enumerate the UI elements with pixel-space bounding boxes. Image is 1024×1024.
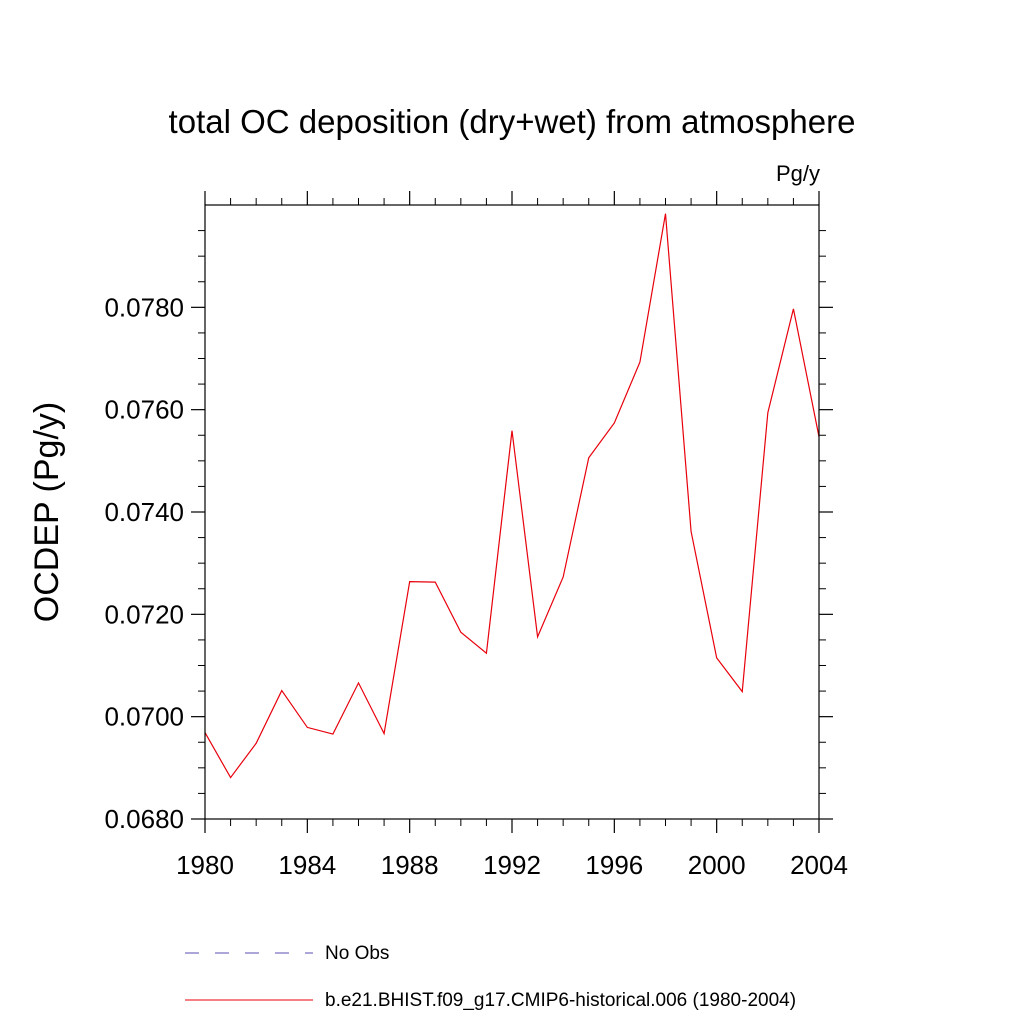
plot-frame bbox=[204, 204, 820, 820]
series-group bbox=[204, 213, 820, 779]
series-line-historical-006 bbox=[204, 213, 820, 779]
x-tick-label: 1988 bbox=[381, 850, 439, 880]
x-tick-label: 1992 bbox=[483, 850, 541, 880]
y-tick-label: 0.0700 bbox=[104, 702, 184, 732]
legend-label-no-obs: No Obs bbox=[325, 943, 389, 964]
axis-ticks bbox=[191, 191, 833, 833]
x-tick-label: 1996 bbox=[585, 850, 643, 880]
legend-label-historical-006: b.e21.BHIST.f09_g17.CMIP6-historical.006… bbox=[325, 990, 796, 1011]
y-tick-label: 0.0740 bbox=[104, 497, 184, 527]
y-axis-label: OCDEP (Pg/y) bbox=[28, 402, 66, 622]
x-tick-label: 1984 bbox=[278, 850, 336, 880]
y-tick-label: 0.0720 bbox=[104, 599, 184, 629]
y-tick-label: 0.0680 bbox=[104, 804, 184, 834]
x-tick-label: 1980 bbox=[176, 850, 234, 880]
units-label: Pg/y bbox=[776, 161, 820, 186]
y-tick-label: 0.0780 bbox=[104, 292, 184, 322]
x-tick-label: 2000 bbox=[688, 850, 746, 880]
chart-title: total OC deposition (dry+wet) from atmos… bbox=[169, 103, 856, 140]
axis-tick-labels: 1980 1984 1988 1992 1996 2000 2004 0.0680 0.0700… bbox=[104, 292, 847, 880]
legend: No Obs b.e21.BHIST.f09_g17.CMIP6-histori… bbox=[185, 943, 796, 1011]
y-tick-label: 0.0760 bbox=[104, 395, 184, 425]
x-tick-label: 2004 bbox=[790, 850, 848, 880]
